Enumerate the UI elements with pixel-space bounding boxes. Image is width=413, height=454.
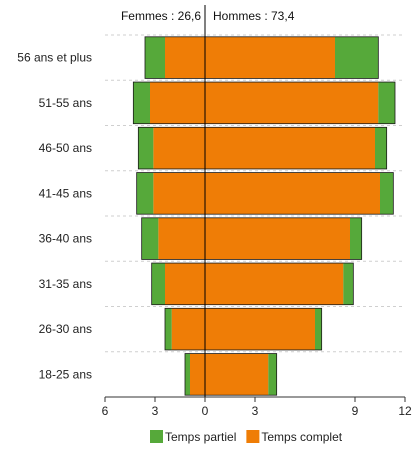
x-tick-label: 9 [352,404,359,418]
bar-hommes-temps-partiel [315,308,322,350]
bar-hommes-temps-partiel [335,36,379,79]
bar-hommes-temps-complet [205,36,335,79]
category-label: 31-35 ans [39,277,92,291]
bar-hommes-temps-complet [205,127,375,169]
bar-femmes-temps-complet [153,172,205,215]
bar-femmes-temps-complet [171,308,205,350]
bar-hommes-temps-partiel [378,82,395,124]
bars [132,36,396,396]
bar-outline [136,172,394,215]
header-hommes: Hommes : 73,4 [213,9,295,23]
bar-hommes-temps-partiel [350,217,362,260]
category-labels: 56 ans et plus 51-55 ans 46-50 ans 41-45 an… [17,51,92,382]
category-label: 18-25 ans [39,367,92,381]
bar-hommes-temps-complet [205,353,269,396]
category-label: 41-45 ans [39,186,92,200]
bar-femmes-temps-partiel [133,82,150,124]
x-tick-label: 3 [252,404,259,418]
bar-hommes-temps-complet [205,308,315,350]
category-label: 36-40 ans [39,232,92,246]
bar-femmes-temps-complet [165,36,205,79]
bar-hommes-temps-partiel [380,172,394,215]
bar-femmes-temps-partiel [151,263,165,305]
category-label: 56 ans et plus [17,51,92,65]
bar-femmes-temps-partiel [185,353,190,396]
bar-outline [144,36,379,79]
x-tick-label: 12 [398,404,412,418]
bar-femmes-temps-complet [153,127,205,169]
x-tick-label: 0 [202,404,209,418]
bar-femmes-temps-partiel [136,172,154,215]
bar-outline [137,126,388,170]
legend-swatch [246,430,260,443]
bar-femmes-temps-partiel [145,36,165,79]
bar-femmes-temps-complet [158,217,205,260]
x-axis: 6 3 0 3 9 12 [102,396,412,418]
legend-label: Temps partiel [165,430,236,444]
bar-hommes-temps-partiel [343,263,354,305]
category-label: 46-50 ans [39,141,92,155]
x-tick-label: 6 [102,404,109,418]
bar-femmes-temps-complet [150,82,205,124]
bar-hommes-temps-partiel [268,353,277,396]
bar-hommes-temps-complet [205,263,344,305]
bar-femmes-temps-complet [190,353,205,396]
category-label: 26-30 ans [39,322,92,336]
legend: Temps partiel Temps complet [150,430,343,444]
header-femmes: Femmes : 26,6 [121,9,201,23]
bar-femmes-temps-partiel [165,308,172,350]
bar-hommes-temps-complet [205,172,380,215]
bar-femmes-temps-complet [165,263,205,305]
bar-outline [141,217,363,260]
bar-outline [164,307,323,351]
bar-outline [132,81,396,125]
bar-outline [151,262,354,306]
legend-label: Temps complet [261,430,342,444]
bar-outline [184,353,278,396]
bar-femmes-temps-partiel [141,217,159,260]
legend-swatch [150,430,163,443]
bar-hommes-temps-partiel [375,127,387,169]
category-label: 51-55 ans [39,96,92,110]
bar-hommes-temps-complet [205,217,350,260]
bar-hommes-temps-complet [205,82,379,124]
bar-femmes-temps-partiel [138,127,154,169]
x-tick-label: 3 [152,404,159,418]
